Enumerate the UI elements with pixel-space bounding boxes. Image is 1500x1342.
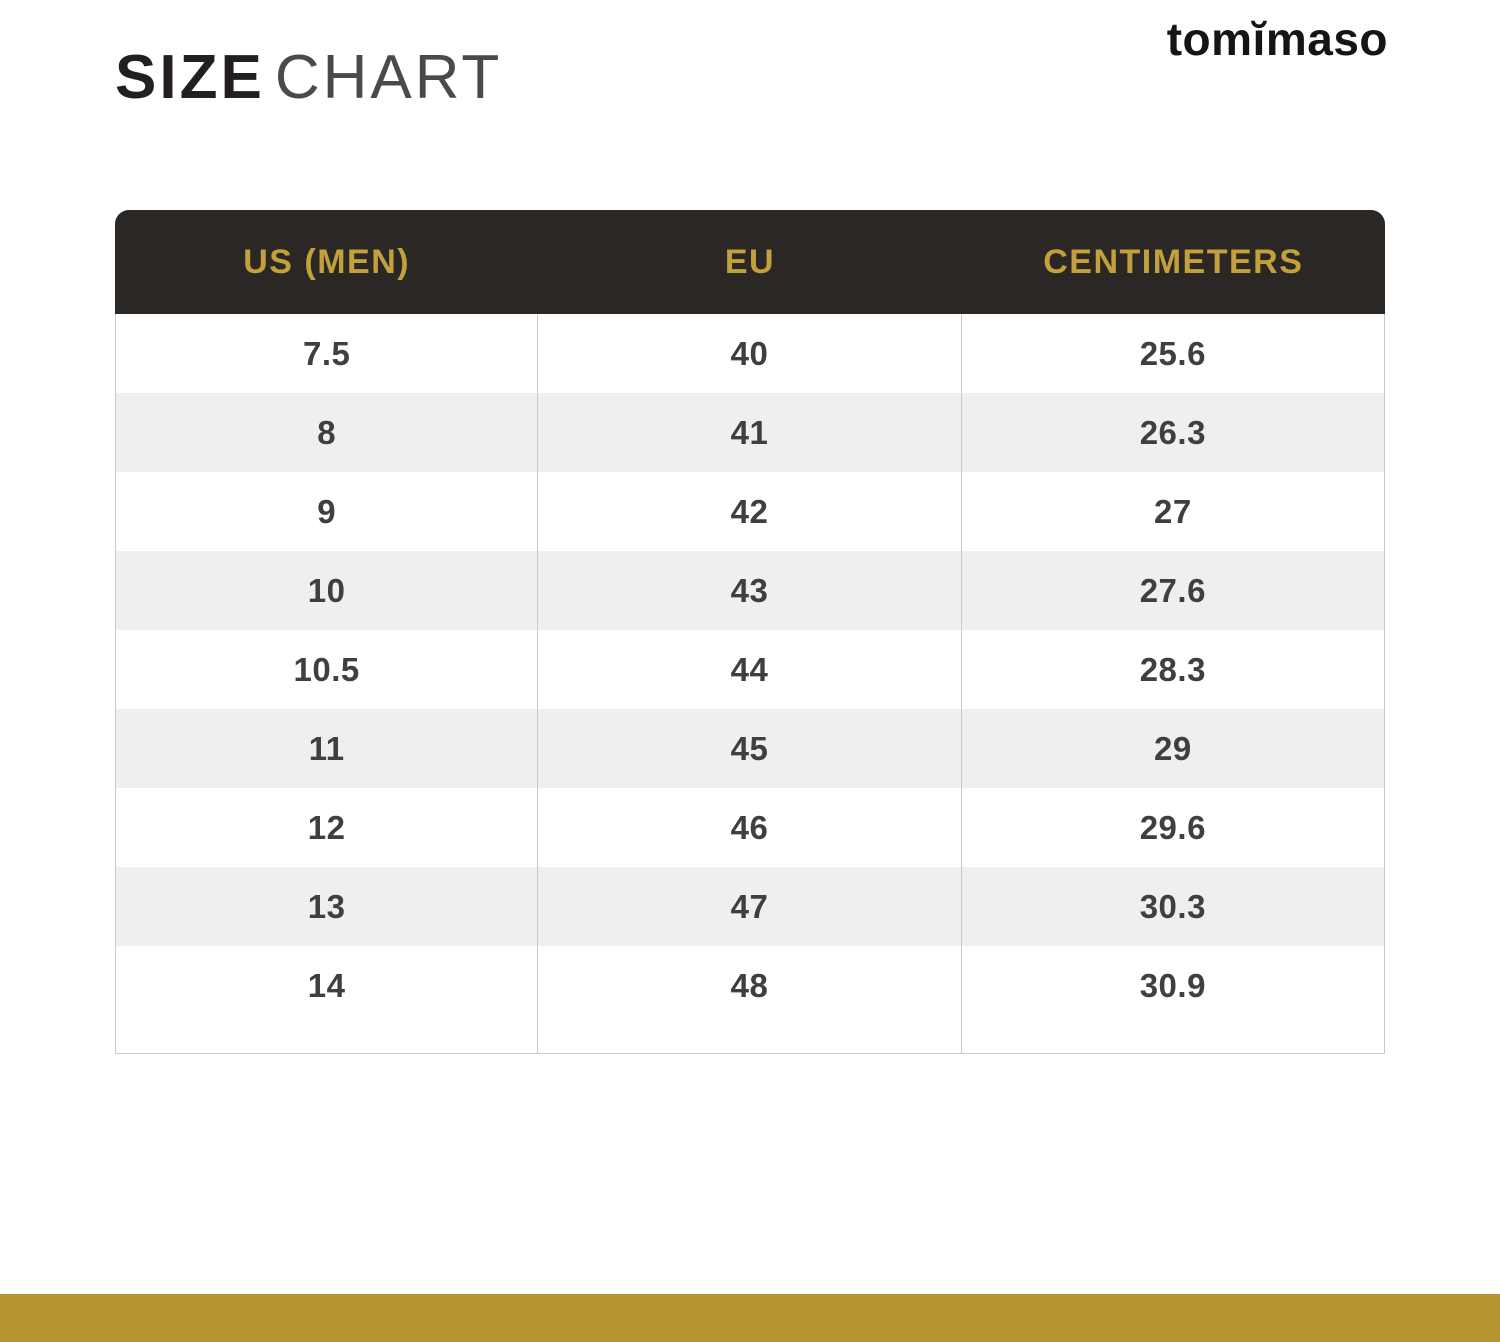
table-cell: 41 bbox=[538, 393, 962, 472]
table-cell: 29.6 bbox=[962, 788, 1385, 867]
table-cell: 42 bbox=[538, 472, 962, 551]
spacer-cell bbox=[961, 1025, 1385, 1054]
table-cell: 47 bbox=[538, 867, 962, 946]
table-cell: 30.9 bbox=[962, 946, 1385, 1025]
table-cell: 26.3 bbox=[962, 393, 1385, 472]
column-header-centimeters: CENTIMETERS bbox=[961, 210, 1385, 314]
table-header-row: US (MEN) EU CENTIMETERS bbox=[115, 210, 1385, 314]
table-cell: 30.3 bbox=[962, 867, 1385, 946]
table-row: 11 45 29 bbox=[115, 709, 1385, 788]
table-cell: 10.5 bbox=[115, 630, 539, 709]
table-cell: 13 bbox=[115, 867, 539, 946]
table-cell: 10 bbox=[115, 551, 539, 630]
table-row: 10.5 44 28.3 bbox=[115, 630, 1385, 709]
table-body: 7.5 40 25.6 8 41 26.3 9 42 27 10 43 27.6 10.5 44 28.3 1… bbox=[115, 314, 1385, 1054]
table-cell: 14 bbox=[115, 946, 539, 1025]
table-row: 14 48 30.9 bbox=[115, 946, 1385, 1025]
table-cell: 45 bbox=[538, 709, 962, 788]
table-cell: 46 bbox=[538, 788, 962, 867]
table-cell: 44 bbox=[538, 630, 962, 709]
column-header-eu: EU bbox=[538, 210, 962, 314]
table-row: 13 47 30.3 bbox=[115, 867, 1385, 946]
table-row: 10 43 27.6 bbox=[115, 551, 1385, 630]
spacer-cell bbox=[115, 1025, 539, 1054]
table-cell: 40 bbox=[538, 314, 962, 393]
size-table: US (MEN) EU CENTIMETERS 7.5 40 25.6 8 41 26.3 9 4… bbox=[115, 210, 1385, 1054]
table-row: 12 46 29.6 bbox=[115, 788, 1385, 867]
table-row: 7.5 40 25.6 bbox=[115, 314, 1385, 393]
table-cell: 25.6 bbox=[962, 314, 1385, 393]
size-table-container: US (MEN) EU CENTIMETERS 7.5 40 25.6 8 41 26.3 9 4… bbox=[115, 210, 1385, 1054]
table-row: 8 41 26.3 bbox=[115, 393, 1385, 472]
table-cell: 8 bbox=[115, 393, 539, 472]
table-cell: 43 bbox=[538, 551, 962, 630]
table-cell: 9 bbox=[115, 472, 539, 551]
table-cell: 12 bbox=[115, 788, 539, 867]
table-cell: 7.5 bbox=[115, 314, 539, 393]
table-head: US (MEN) EU CENTIMETERS bbox=[115, 210, 1385, 314]
table-row: 9 42 27 bbox=[115, 472, 1385, 551]
accent-bar bbox=[0, 1294, 1500, 1342]
table-cell: 29 bbox=[962, 709, 1385, 788]
spacer-cell bbox=[538, 1025, 962, 1054]
table-cell: 11 bbox=[115, 709, 539, 788]
page-title: SIZE CHART bbox=[115, 42, 502, 113]
table-cell: 27 bbox=[962, 472, 1385, 551]
table-cell: 27.6 bbox=[962, 551, 1385, 630]
table-cell: 28.3 bbox=[962, 630, 1385, 709]
table-spacer-row bbox=[115, 1025, 1385, 1054]
table-cell: 48 bbox=[538, 946, 962, 1025]
column-header-us-men: US (MEN) bbox=[115, 210, 539, 314]
title-primary: SIZE bbox=[115, 42, 265, 112]
title-secondary: CHART bbox=[274, 42, 503, 112]
brand-logo: tomĭmaso bbox=[1166, 13, 1388, 65]
